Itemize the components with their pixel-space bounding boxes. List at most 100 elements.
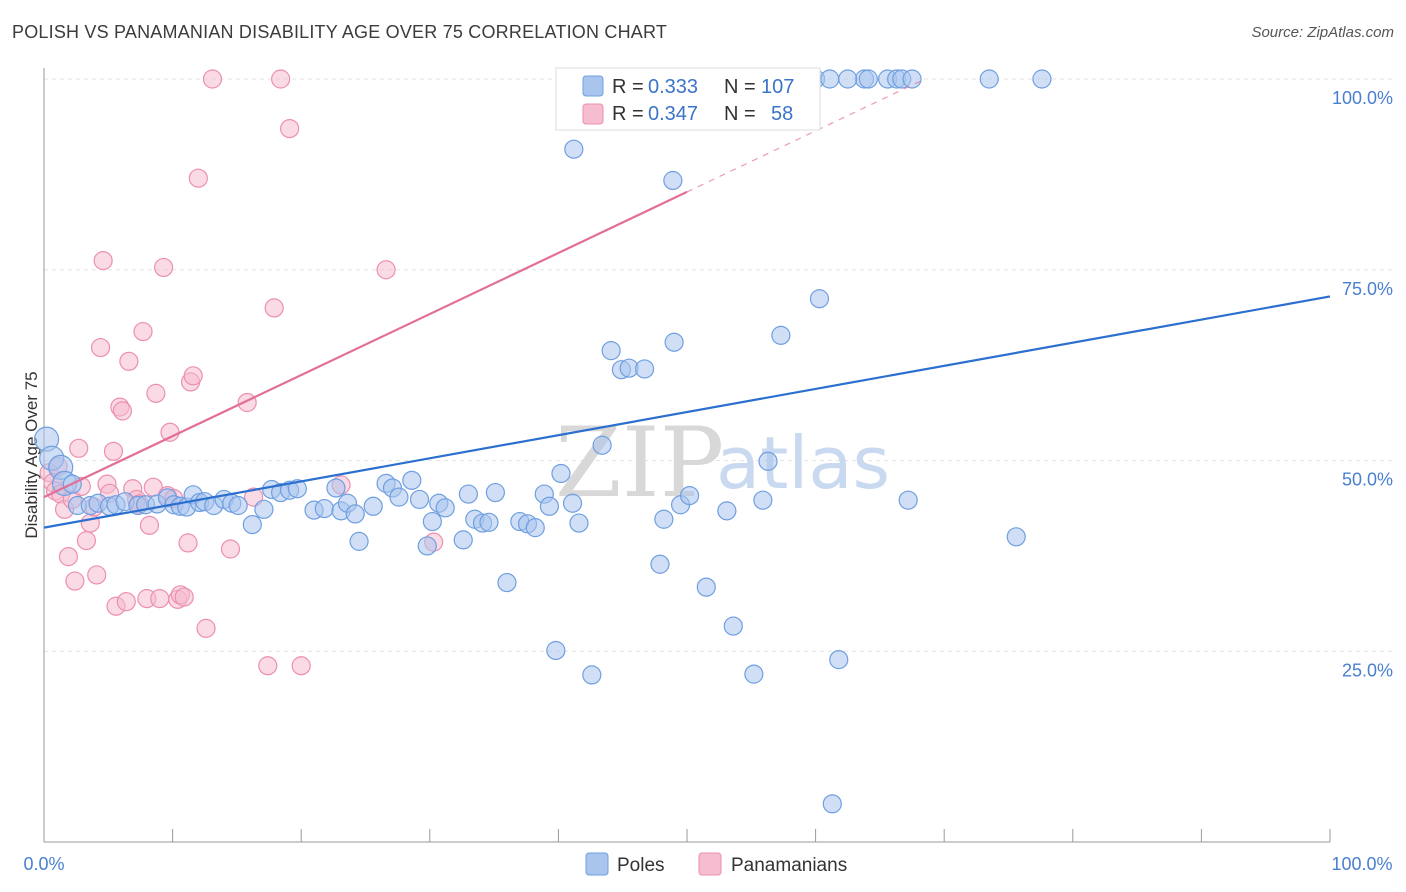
x-tick-marks [43,829,1331,842]
y-tick-label: 100.0% [1332,88,1393,108]
poles-points [33,69,1052,814]
poles-point-62 [562,493,583,513]
poles-point-41 [389,487,409,507]
poles-point-109 [858,69,878,89]
poles-point-85 [898,490,918,510]
poles-point-84 [829,650,849,670]
panamanians-point-28 [133,321,153,342]
poles-point-70 [650,554,670,574]
poles-point-24 [228,495,248,516]
panamanians-points [39,69,444,676]
legend-panamanians-n-label: N = [724,103,756,125]
poles-point-80 [758,451,778,471]
panamanians-point-54 [291,656,311,676]
poles-point-98 [663,170,683,191]
poles-point-30 [287,479,307,499]
legend-swatch-panamanians [582,103,604,125]
poles-point-66 [601,341,621,361]
y-tick-labels: 25.0% 50.0% 75.0% 100.0% [1332,88,1393,680]
panamanians-point-32 [146,383,166,403]
panamanians-point-15 [90,337,111,358]
panamanians-point-8 [65,571,85,591]
panamanians-point-41 [178,533,198,553]
poles-point-75 [696,577,716,597]
poles-point-65 [592,435,612,455]
legend-panamanians-n-value: 58 [771,103,793,125]
poles-point-79 [753,490,773,510]
panamanians-point-49 [244,487,264,507]
poles-point-59 [539,496,559,516]
poles-point-48 [453,530,473,550]
poles-point-61 [551,463,571,484]
poles-point-78 [744,664,764,684]
poles-point-45 [422,511,442,532]
y-tick-label: 75.0% [1342,279,1393,299]
bottom-legend-panamanians: Panamanians [731,855,847,876]
panamanians-point-46 [202,69,223,89]
bottom-legend-poles: Poles [617,855,665,876]
legend-panamanians-r-value: 0.347 [648,103,698,125]
poles-point-88 [1032,69,1052,89]
poles-point-43 [409,489,430,510]
poles-point-25 [242,514,262,535]
panamanians-point-50 [258,656,278,676]
poles-point-103 [902,69,922,89]
poles-point-72 [664,332,684,352]
poles-point-83 [822,794,842,814]
panamanians-point-36 [160,422,180,442]
bottom-legend: Poles Panamanians [585,852,847,876]
poles-point-26 [254,499,274,519]
legend-panamanians-r-label: R = [612,103,644,125]
panamanians-point-45 [196,618,216,638]
source-credit: Source: ZipAtlas.com [1251,24,1394,41]
panamanians-point-44 [188,168,208,188]
poles-point-64 [582,665,602,685]
poles-point-77 [723,616,743,636]
panamanians-point-19 [103,441,124,461]
panamanians-trend-extension [686,78,926,193]
panamanians-point-14 [87,565,107,585]
poles-point-81 [771,325,791,345]
panamanians-trend-line [43,190,688,499]
poles-point-44 [417,536,437,556]
legend-swatch-poles [582,75,604,97]
poles-point-38 [363,496,383,516]
poles-point-54 [497,572,517,593]
poles-point-86 [1006,527,1026,547]
bottom-legend-swatch-poles [585,852,609,876]
poles-point-47 [435,498,455,518]
poles-point-36 [345,504,365,524]
poles-point-76 [717,501,737,521]
panamanians-point-51 [264,298,284,318]
poles-point-57 [525,518,545,538]
panamanians-point-12 [80,513,100,533]
poles-point-87 [979,69,999,89]
panamanians-point-22 [112,401,133,421]
legend-poles-r-label: R = [612,76,644,98]
bottom-legend-swatch-panamanians [698,852,722,876]
poles-point-108 [838,69,858,89]
chart-title: POLISH VS PANAMANIAN DISABILITY AGE OVER… [12,22,668,42]
legend-poles-n-label: N = [724,76,756,98]
panamanians-point-30 [139,515,160,535]
legend-poles-n-value: 107 [761,76,794,98]
poles-point-74 [679,485,700,506]
poles-point-63 [569,513,589,533]
poles-point-32 [314,498,334,519]
panamanians-point-47 [220,539,241,559]
poles-point-52 [479,512,499,532]
x-tick-label-min: 0.0% [23,854,64,874]
panamanians-point-33 [150,589,170,609]
y-tick-label: 50.0% [1342,470,1393,490]
panamanians-point-24 [119,351,139,371]
y-axis-label: Disability Age Over 75 [22,371,41,538]
poles-point-37 [349,531,369,551]
panamanians-point-11 [76,531,97,551]
poles-point-42 [402,470,422,490]
poles-point-107 [820,69,840,89]
panamanians-point-56 [376,260,396,280]
stats-legend: R = 0.333 N = 107 R = 0.347 N = 58 [555,67,821,131]
poles-point-33 [326,478,346,498]
panamanians-point-6 [58,547,79,567]
panamanians-point-52 [280,118,300,139]
